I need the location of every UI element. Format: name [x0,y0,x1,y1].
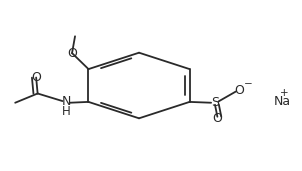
Text: N: N [61,95,71,108]
Text: Na: Na [274,95,291,108]
Text: O: O [31,71,41,84]
Text: O: O [235,84,245,97]
Text: +: + [280,88,288,98]
Text: O: O [212,112,222,125]
Text: O: O [67,47,77,60]
Text: H: H [62,106,70,119]
Text: S: S [211,96,219,109]
Text: −: − [243,79,252,89]
